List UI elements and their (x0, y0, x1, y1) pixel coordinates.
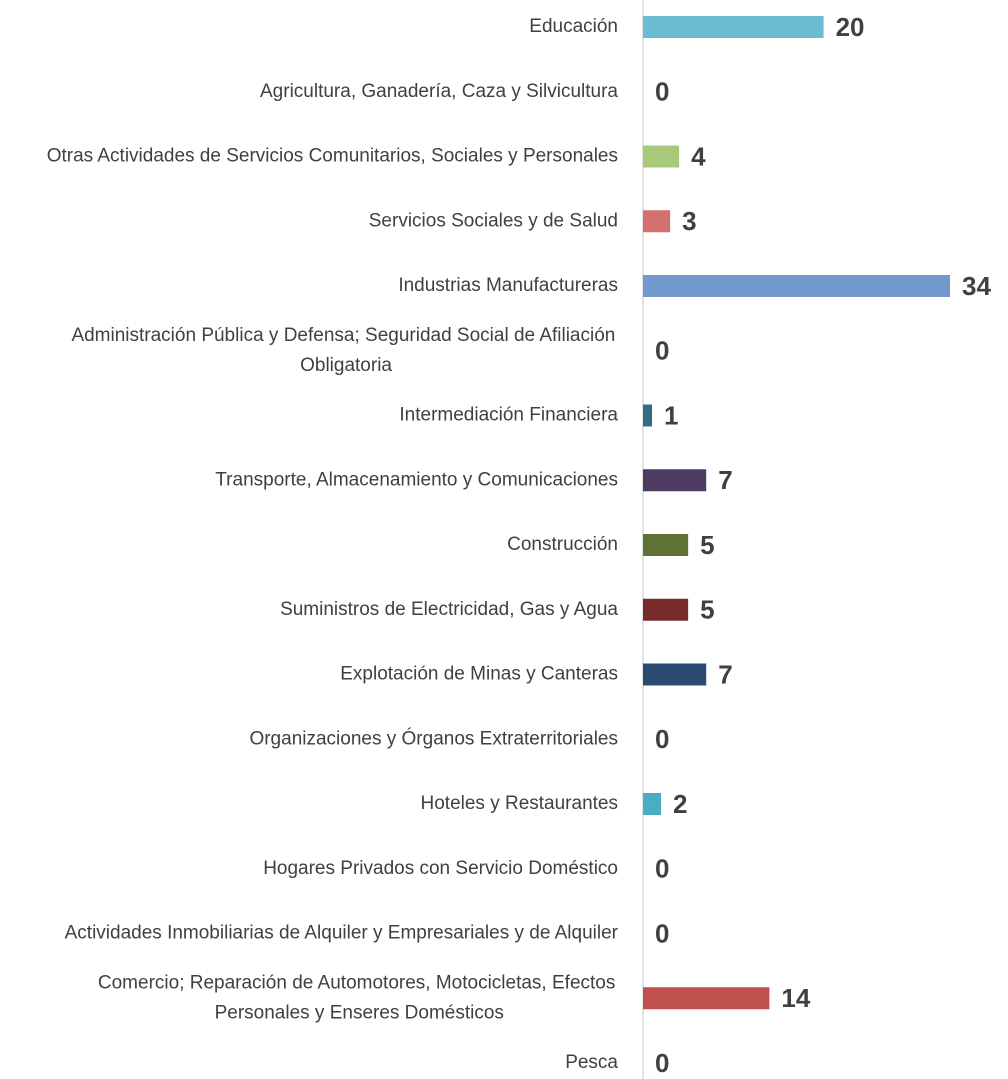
value-label: 0 (655, 77, 669, 107)
value-label: 0 (655, 854, 669, 884)
value-label: 7 (718, 659, 732, 689)
category-label: Transporte, Almacenamiento y Comunicacio… (215, 469, 618, 490)
category-label: Agricultura, Ganadería, Caza y Silvicult… (260, 81, 618, 102)
category-label: Administración Pública y Defensa; Seguri… (71, 325, 620, 376)
category-label: Construcción (507, 534, 618, 555)
bar (643, 987, 770, 1010)
category-label: Comercio; Reparación de Automotores, Mot… (98, 972, 621, 1023)
bar (643, 210, 671, 233)
category-label: Suministros de Electricidad, Gas y Agua (280, 599, 618, 620)
value-label: 2 (673, 789, 687, 819)
value-label: 3 (682, 206, 696, 236)
category-label: Otras Actividades de Servicios Comunitar… (47, 146, 618, 167)
category-label: Intermediación Financiera (399, 405, 618, 426)
value-label: 5 (700, 595, 714, 625)
value-label: 14 (781, 983, 810, 1013)
value-label: 0 (655, 336, 669, 366)
value-label: 0 (655, 918, 669, 948)
value-label: 34 (962, 271, 991, 301)
value-label: 1 (664, 400, 678, 430)
category-label: Hoteles y Restaurantes (421, 793, 619, 814)
category-label: Educación (529, 16, 618, 37)
category-label: Servicios Sociales y de Salud (369, 210, 618, 231)
category-label: Pesca (565, 1052, 618, 1073)
bar (643, 663, 707, 686)
value-label: 0 (655, 724, 669, 754)
category-label: Explotación de Minas y Canteras (340, 664, 618, 685)
category-label: Hogares Privados con Servicio Doméstico (263, 858, 618, 879)
value-label: 4 (691, 141, 706, 171)
bar (643, 145, 680, 168)
value-label: 7 (718, 465, 732, 495)
category-label: Organizaciones y Órganos Extraterritoria… (249, 727, 618, 749)
bar (643, 469, 707, 492)
bar (643, 598, 689, 621)
bar (643, 16, 824, 38)
bar (643, 793, 662, 815)
bar (643, 534, 689, 556)
value-label: 20 (836, 12, 865, 42)
category-label: Actividades Inmobiliarias de Alquiler y … (65, 923, 619, 944)
value-label: 0 (655, 1048, 669, 1078)
bar (643, 275, 950, 297)
category-label: Industrias Manufactureras (398, 275, 618, 296)
bar (643, 404, 653, 427)
value-label: 5 (700, 530, 714, 560)
